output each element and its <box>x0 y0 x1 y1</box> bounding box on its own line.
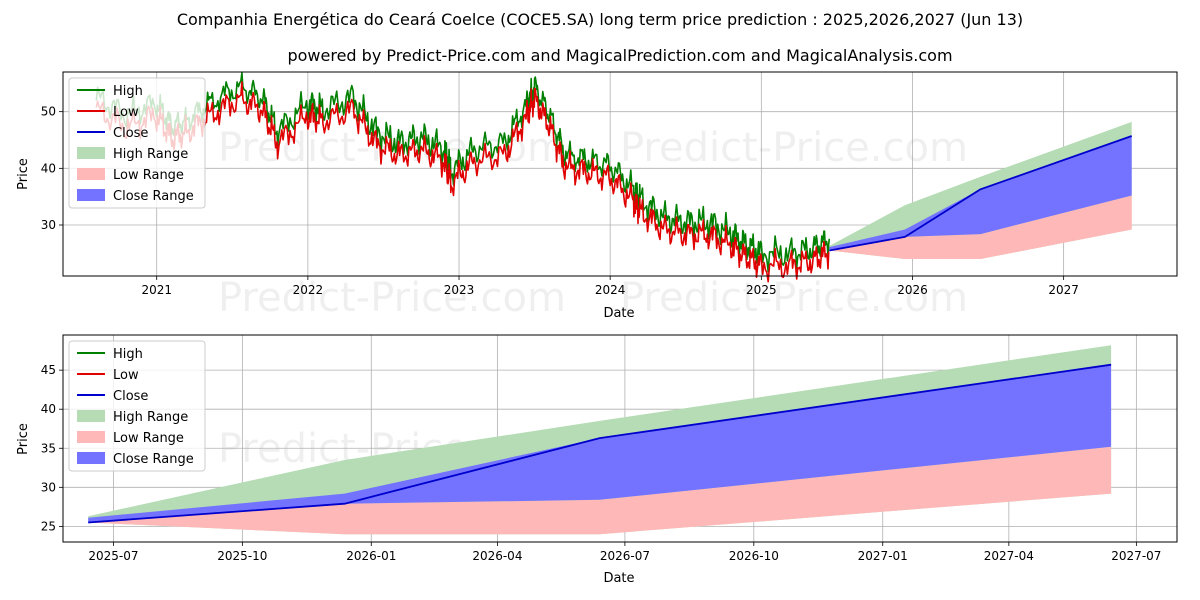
x-tick-label: 2026-01 <box>346 549 396 563</box>
bottom-plot-frame <box>62 334 1178 543</box>
bottom-range-areas <box>88 345 1112 535</box>
x-tick-label: 2025 <box>746 283 777 297</box>
bottom-legend: High Low Close High Range Low Range Close Ran… <box>68 340 206 472</box>
y-tick-label: 35 <box>41 441 56 455</box>
close-range-area <box>88 364 1112 523</box>
top-y-axis-label: Price <box>16 158 31 190</box>
x-tick-label: 2025-07 <box>88 549 138 563</box>
legend-close-range-swatch <box>77 189 105 201</box>
x-tick-label: 2022 <box>293 283 324 297</box>
legend-low-range-swatch <box>77 168 105 180</box>
x-tick-label: 2027-01 <box>858 549 908 563</box>
legend-low-range-swatch <box>77 431 105 443</box>
bottom-axis-ticks: 2025-07 2025-10 2026-01 2026-04 2026-07 2026-… <box>41 363 1162 563</box>
top-legend: High Low Close High Range Low Range Close Ran… <box>68 77 206 209</box>
top-range-areas <box>829 121 1132 260</box>
legend-low-range-label: Low Range <box>113 431 184 446</box>
legend-low-label: Low <box>113 368 139 383</box>
top-plot-frame <box>62 71 1178 277</box>
close-forecast-line <box>88 363 1112 524</box>
legend-close-range-label: Close Range <box>113 452 194 467</box>
legend-high-label: High <box>113 347 143 362</box>
legend-high-range-swatch <box>77 147 105 159</box>
x-tick-label: 2026-10 <box>729 549 779 563</box>
y-tick-label: 40 <box>41 402 56 416</box>
watermark-text: Predict-Price.com <box>620 275 968 321</box>
legend-high-range-label: High Range <box>113 410 188 425</box>
watermark-text: Predict-Price.com <box>218 275 566 321</box>
x-tick-label: 2024 <box>595 283 626 297</box>
close-forecast-line <box>829 135 1132 252</box>
chart-title: Companhia Energética do Ceará Coelce (CO… <box>177 10 1023 29</box>
legend-low-label: Low <box>113 105 139 120</box>
x-tick-label: 2027 <box>1048 283 1079 297</box>
low-history-line <box>95 81 830 283</box>
y-tick-label: 25 <box>41 519 56 533</box>
x-tick-label: 2026-04 <box>472 549 522 563</box>
legend-close-label: Close <box>113 126 148 141</box>
x-tick-label: 2026 <box>897 283 928 297</box>
x-tick-label: 2023 <box>444 283 475 297</box>
legend-close-range-label: Close Range <box>113 189 194 204</box>
x-tick-label: 2021 <box>141 283 172 297</box>
close-range-area <box>829 136 1132 251</box>
top-watermarks: Predict-Price.com Predict-Price.com Predic… <box>218 125 968 321</box>
x-tick-label: 2025-10 <box>217 549 267 563</box>
chart-subtitle: powered by Predict-Price.com and Magical… <box>287 46 952 65</box>
bottom-series-lines <box>88 363 1112 524</box>
legend-high-label: High <box>113 84 143 99</box>
legend-high-range-swatch <box>77 410 105 422</box>
x-tick-label: 2026-07 <box>600 549 650 563</box>
bottom-y-axis-label: Price <box>16 423 31 455</box>
y-tick-label: 30 <box>41 218 56 232</box>
legend-close-label: Close <box>113 389 148 404</box>
top-panel: Predict-Price.com Predict-Price.com Predic… <box>16 71 1178 321</box>
bottom-x-axis-label: Date <box>603 571 634 586</box>
watermark-text: Predict-Price.com <box>620 125 968 171</box>
y-tick-label: 50 <box>41 105 56 119</box>
y-tick-label: 45 <box>41 363 56 377</box>
y-tick-label: 30 <box>41 480 56 494</box>
x-tick-label: 2027-07 <box>1111 549 1161 563</box>
legend-close-range-swatch <box>77 452 105 464</box>
high-history-line <box>95 72 831 273</box>
top-axis-ticks: 2021 2022 2023 2024 2025 2026 2027 30 40 50 <box>41 105 1079 297</box>
y-tick-label: 40 <box>41 161 56 175</box>
top-series-lines <box>95 72 1132 283</box>
low-range-area <box>829 195 1132 259</box>
low-range-area <box>88 446 1112 535</box>
legend-low-range-label: Low Range <box>113 168 184 183</box>
top-x-axis-label: Date <box>603 306 634 321</box>
x-tick-label: 2027-04 <box>984 549 1034 563</box>
legend-high-range-label: High Range <box>113 147 188 162</box>
